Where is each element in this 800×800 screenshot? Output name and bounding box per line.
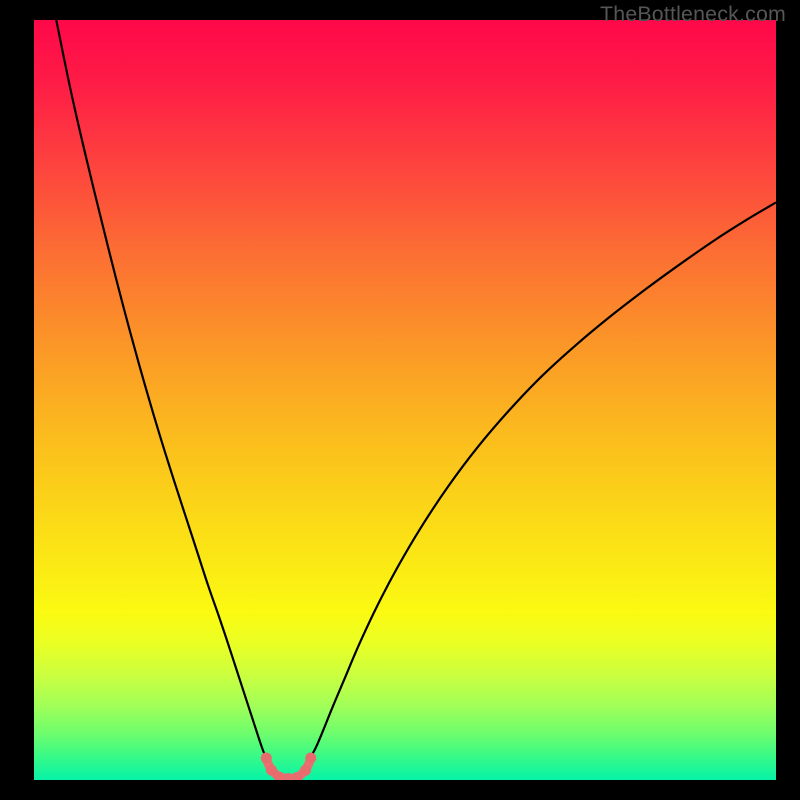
curve-right (310, 202, 776, 758)
watermark-text: TheBottleneck.com (600, 2, 786, 27)
u-marker (300, 765, 311, 776)
chart-container: TheBottleneck.com (0, 0, 800, 800)
plot-area (34, 20, 776, 780)
u-marker (305, 752, 316, 763)
u-marker (261, 752, 272, 763)
u-markers (261, 752, 317, 780)
curve-left (56, 20, 266, 758)
curve-layer (34, 20, 776, 780)
